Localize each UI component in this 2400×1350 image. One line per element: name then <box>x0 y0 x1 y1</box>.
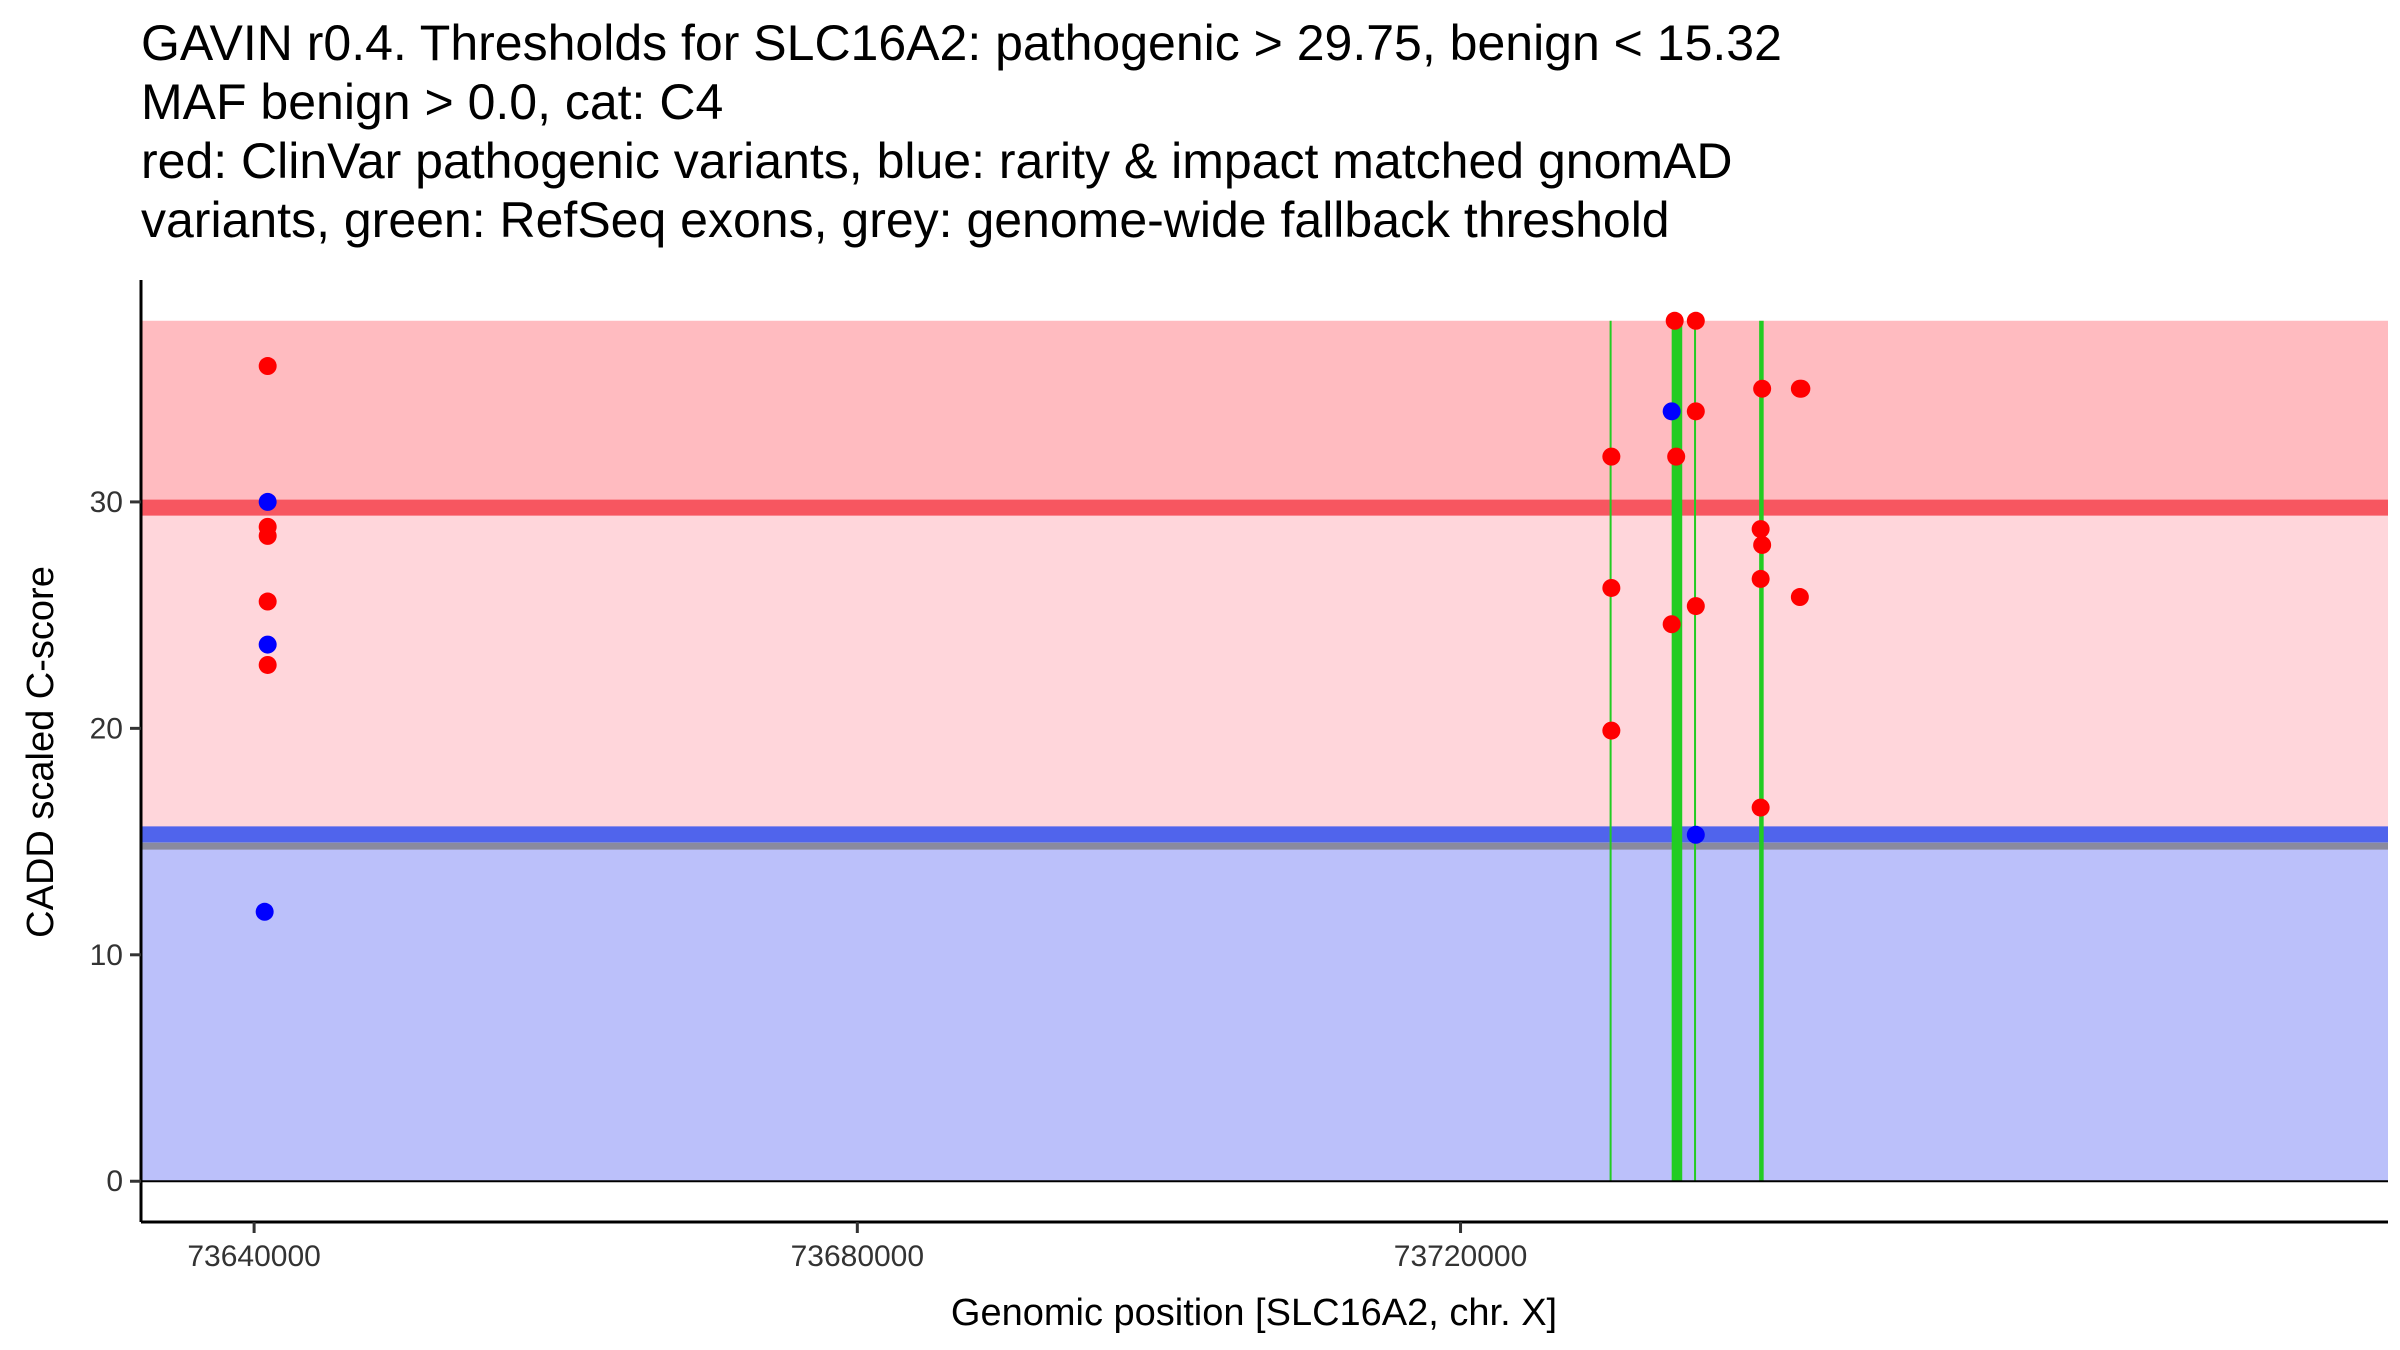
data-point <box>1686 311 1705 330</box>
title-line-3: red: ClinVar pathogenic variants, blue: … <box>141 133 1733 189</box>
y-tick-label: 20 <box>90 712 123 745</box>
data-point <box>1667 447 1686 466</box>
data-point <box>258 357 277 376</box>
data-point <box>1662 402 1681 421</box>
data-point <box>1751 798 1770 817</box>
y-tick-label: 30 <box>90 486 123 519</box>
data-point <box>258 655 277 674</box>
data-point <box>1662 615 1681 634</box>
data-point <box>1686 597 1705 616</box>
exon-bar <box>1609 320 1612 1182</box>
y-tick-label: 10 <box>90 939 123 972</box>
title-line-1: GAVIN r0.4. Thresholds for SLC16A2: path… <box>141 15 1782 71</box>
data-point <box>258 592 277 611</box>
title-line-2: MAF benign > 0.0, cat: C4 <box>141 74 724 130</box>
data-point <box>1753 535 1772 554</box>
y-tick-label: 0 <box>106 1165 123 1198</box>
data-point <box>1751 569 1770 588</box>
exon-bar <box>1759 320 1764 1182</box>
data-point <box>258 526 277 545</box>
benign-band <box>141 834 2388 1182</box>
data-point <box>1751 520 1770 539</box>
title-line-4: variants, green: RefSeq exons, grey: gen… <box>141 192 1670 248</box>
exon-bar <box>1671 320 1683 1182</box>
data-point <box>1602 721 1621 740</box>
data-point <box>1602 447 1621 466</box>
chart-title: GAVIN r0.4. Thresholds for SLC16A2: path… <box>141 14 1782 250</box>
data-point <box>1790 588 1809 607</box>
uncertain-band <box>141 507 2388 835</box>
data-point <box>255 902 274 921</box>
y-axis-title: CADD scaled C-score <box>20 566 62 938</box>
data-point <box>1753 379 1772 398</box>
data-point <box>1602 578 1621 597</box>
x-tick-label: 73640000 <box>187 1240 320 1273</box>
exon-bar <box>1694 320 1697 1182</box>
x-tick-label: 73720000 <box>1394 1240 1527 1273</box>
data-point <box>1665 311 1684 330</box>
pathogenic-band <box>141 320 2388 508</box>
data-point <box>1686 825 1705 844</box>
x-tick-label: 73680000 <box>791 1240 924 1273</box>
data-point <box>258 635 277 654</box>
data-point <box>1686 402 1705 421</box>
x-axis-title: Genomic position [SLC16A2, chr. X] <box>951 1292 1557 1334</box>
data-point <box>258 492 277 511</box>
data-point <box>1792 379 1811 398</box>
